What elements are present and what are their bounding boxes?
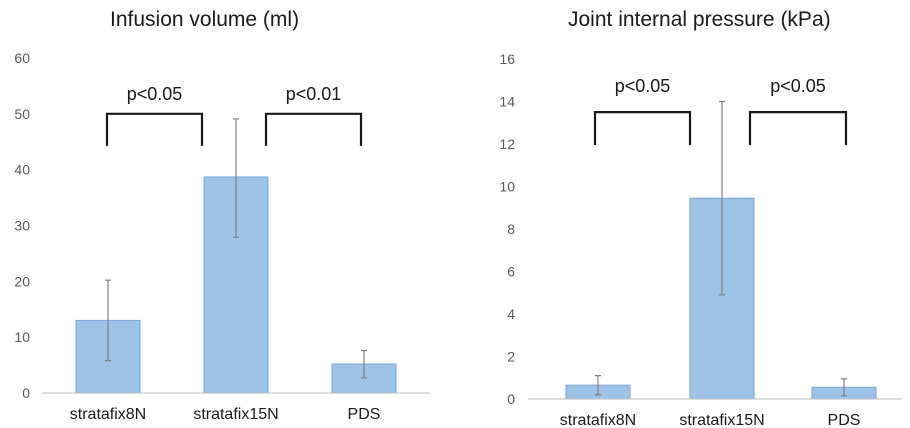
- y-tick-label: 30: [14, 218, 30, 234]
- y-tick-label: 2: [507, 349, 515, 365]
- y-tick-label: 0: [22, 385, 30, 401]
- y-tick-label: 6: [507, 264, 515, 280]
- x-category-label: stratafix15N: [679, 412, 764, 428]
- joint-pressure-chart: Joint internal pressure (kPa) 0 2 4 6 8 10 12 1…: [460, 0, 910, 428]
- y-tick-label: 10: [499, 179, 515, 195]
- chart-title: Joint internal pressure (kPa): [568, 8, 831, 31]
- y-tick-label: 14: [499, 94, 515, 110]
- significance-bracket: [105, 112, 204, 146]
- significance-bracket: [593, 111, 692, 146]
- x-category-label: stratafix8N: [70, 406, 146, 423]
- x-category-label: stratafix8N: [560, 412, 636, 428]
- joint-pressure-plot: 0 2 4 6 8 10 12 14 16 stratafix8N stratafix15N PDS p…: [499, 51, 902, 428]
- y-tick-label: 40: [14, 162, 30, 178]
- infusion-volume-chart: Infusion volume (ml) 0 10 20 30 40 50 60 strata…: [14, 8, 430, 423]
- y-tick-label: 50: [14, 106, 30, 122]
- x-category-label: PDS: [348, 406, 381, 423]
- p-value-label: p<0.05: [615, 76, 671, 96]
- y-tick-label: 8: [507, 221, 515, 237]
- y-tick-label: 60: [14, 50, 30, 66]
- y-tick-label: 10: [14, 329, 30, 345]
- significance-bracket: [748, 111, 848, 146]
- y-tick-label: 16: [499, 51, 515, 67]
- chart-title: Infusion volume (ml): [110, 8, 300, 31]
- y-tick-label: 20: [14, 273, 30, 289]
- significance-bracket: [264, 112, 363, 146]
- infusion-volume-plot: 0 10 20 30 40 50 60 stratafix8N stratafix15N PDS p…: [14, 50, 430, 423]
- y-tick-label: 4: [507, 306, 515, 322]
- p-value-label: p<0.01: [286, 84, 342, 104]
- x-category-label: PDS: [828, 412, 861, 428]
- x-category-label: stratafix15N: [193, 406, 278, 423]
- y-tick-label: 12: [499, 136, 515, 152]
- p-value-label: p<0.05: [770, 76, 826, 96]
- p-value-label: p<0.05: [127, 84, 183, 104]
- y-tick-label: 0: [507, 391, 515, 407]
